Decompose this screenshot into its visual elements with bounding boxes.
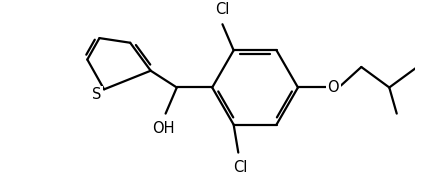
Text: Cl: Cl bbox=[215, 2, 230, 17]
Text: OH: OH bbox=[153, 121, 175, 136]
Text: S: S bbox=[92, 87, 101, 102]
Text: O: O bbox=[328, 80, 339, 95]
Text: Cl: Cl bbox=[233, 160, 247, 175]
